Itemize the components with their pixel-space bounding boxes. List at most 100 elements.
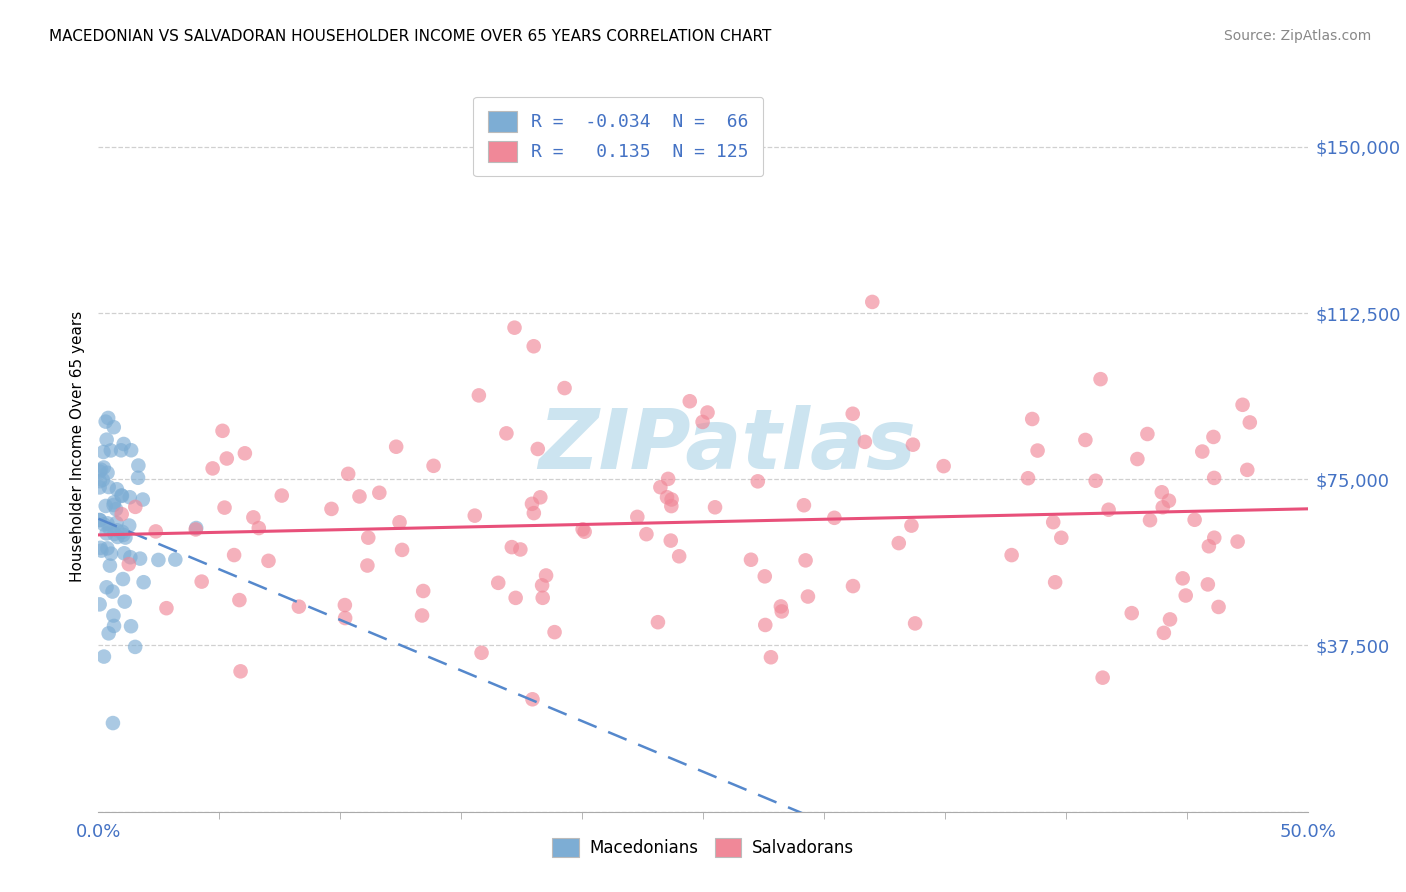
Point	[93, 460, 115, 475]
Point	[211, 424, 233, 438]
Point	[823, 511, 845, 525]
Point	[105, 524, 128, 538]
Point	[1017, 471, 1039, 485]
Point	[129, 551, 152, 566]
Point	[98, 522, 121, 536]
Point	[388, 515, 411, 529]
Point	[132, 492, 155, 507]
Point	[574, 524, 596, 539]
Point	[486, 575, 509, 590]
Point	[1197, 577, 1219, 591]
Point	[668, 549, 690, 564]
Point	[89, 513, 111, 527]
Point	[101, 716, 124, 731]
Point	[571, 522, 593, 536]
Point	[522, 692, 544, 706]
Point	[470, 646, 492, 660]
Point	[529, 491, 551, 505]
Point	[89, 465, 111, 479]
Point	[531, 591, 554, 605]
Text: ZIPatlas: ZIPatlas	[538, 406, 917, 486]
Point	[103, 619, 125, 633]
Point	[509, 542, 531, 557]
Point	[1090, 372, 1112, 386]
Point	[932, 459, 955, 474]
Point	[215, 451, 238, 466]
Point	[1021, 412, 1043, 426]
Point	[97, 480, 120, 494]
Point	[391, 542, 413, 557]
Point	[1157, 493, 1180, 508]
Point	[333, 611, 356, 625]
Point	[1232, 398, 1254, 412]
Point	[105, 482, 128, 496]
Point	[96, 541, 118, 556]
Point	[1121, 606, 1143, 620]
Point	[1026, 443, 1049, 458]
Point	[636, 527, 658, 541]
Point	[89, 513, 111, 527]
Point	[412, 584, 434, 599]
Point	[124, 500, 146, 514]
Point	[853, 434, 876, 449]
Point	[704, 500, 727, 515]
Point	[89, 541, 111, 555]
Point	[96, 580, 118, 594]
Point	[1171, 571, 1194, 585]
Point	[90, 543, 112, 558]
Point	[754, 618, 776, 632]
Point	[505, 591, 527, 605]
Point	[659, 499, 682, 513]
Point	[793, 498, 815, 512]
Point	[111, 572, 134, 586]
Point	[229, 665, 252, 679]
Point	[1239, 416, 1261, 430]
Point	[242, 510, 264, 524]
Point	[1208, 599, 1230, 614]
Point	[740, 553, 762, 567]
Point	[127, 458, 149, 473]
Point	[349, 490, 371, 504]
Point	[1152, 500, 1174, 515]
Point	[103, 420, 125, 434]
Point	[797, 590, 820, 604]
Point	[120, 443, 142, 458]
Point	[1236, 463, 1258, 477]
Point	[747, 475, 769, 489]
Point	[1150, 485, 1173, 500]
Point	[228, 593, 250, 607]
Point	[1191, 444, 1213, 458]
Point	[101, 584, 124, 599]
Point	[1091, 671, 1114, 685]
Point	[520, 497, 543, 511]
Point	[1153, 625, 1175, 640]
Point	[904, 616, 927, 631]
Point	[1159, 612, 1181, 626]
Point	[754, 569, 776, 583]
Point	[118, 490, 141, 504]
Point	[554, 381, 576, 395]
Point	[184, 523, 207, 537]
Point	[224, 548, 246, 562]
Point	[96, 433, 118, 447]
Point	[94, 415, 117, 429]
Point	[900, 518, 922, 533]
Point	[534, 568, 557, 582]
Point	[356, 558, 378, 573]
Point	[155, 601, 177, 615]
Point	[127, 471, 149, 485]
Point	[1204, 471, 1226, 485]
Point	[531, 578, 554, 592]
Point	[111, 507, 134, 521]
Point	[1139, 513, 1161, 527]
Point	[503, 320, 526, 334]
Point	[759, 650, 782, 665]
Point	[860, 294, 883, 309]
Point	[1174, 589, 1197, 603]
Point	[901, 438, 924, 452]
Y-axis label: Householder Income Over 65 years: Householder Income Over 65 years	[69, 310, 84, 582]
Point	[468, 388, 491, 402]
Point	[692, 415, 714, 429]
Point	[650, 480, 672, 494]
Point	[111, 524, 134, 539]
